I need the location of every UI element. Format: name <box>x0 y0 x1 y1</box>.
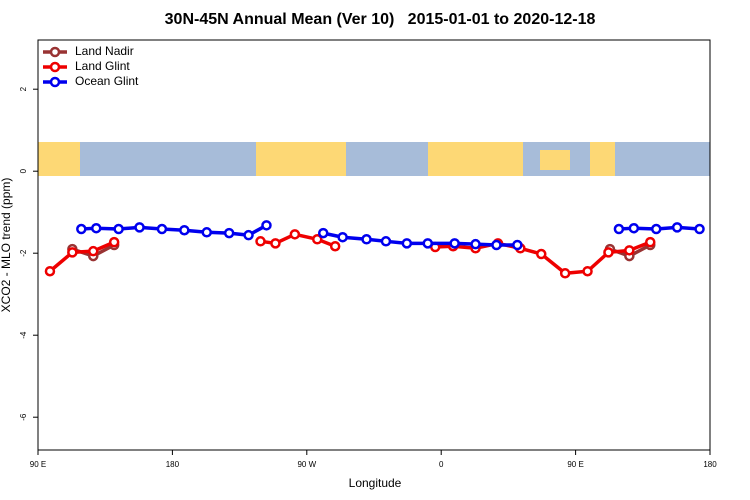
x-tick-label: 90 E <box>567 460 583 469</box>
point <box>422 238 434 249</box>
y-axis-label: XCO2 - MLO trend (ppm) <box>0 178 13 313</box>
legend-marker <box>49 61 61 73</box>
point <box>317 227 329 239</box>
x-tick-label: 90 W <box>297 460 316 469</box>
point <box>108 236 120 248</box>
point <box>179 224 190 236</box>
y-tick-label: 0 <box>19 168 28 173</box>
series-line <box>48 232 651 276</box>
legend-label: Ocean Glint <box>75 74 139 88</box>
x-tick-label: 180 <box>703 460 717 469</box>
point <box>223 227 235 239</box>
point <box>270 238 281 249</box>
point <box>512 239 523 251</box>
point <box>312 234 323 245</box>
x-tick-label: 0 <box>439 460 444 469</box>
point <box>329 240 341 252</box>
point <box>380 236 392 247</box>
map-band <box>38 142 710 176</box>
point <box>559 268 571 279</box>
legend-marker <box>49 76 61 88</box>
legend-marker <box>49 46 61 58</box>
point <box>401 238 413 249</box>
point <box>645 236 656 248</box>
point <box>650 223 662 235</box>
legend-label: Land Nadir <box>75 44 134 58</box>
point <box>88 245 99 257</box>
point <box>243 229 254 241</box>
y-tick-label: -6 <box>19 413 28 421</box>
point <box>76 223 87 235</box>
point <box>361 234 372 245</box>
point <box>156 223 168 235</box>
point <box>671 222 683 233</box>
point <box>694 223 705 235</box>
y-tick-label: -4 <box>19 331 28 339</box>
x-tick-label: 180 <box>166 460 180 469</box>
point <box>44 265 56 277</box>
legend-label: Land Glint <box>75 59 130 73</box>
point <box>67 247 78 258</box>
point <box>449 238 460 249</box>
y-tick-label: 2 <box>19 86 28 91</box>
chart-title: 30N-45N Annual Mean (Ver 10) 2015-01-01 … <box>165 11 596 28</box>
point <box>289 229 301 240</box>
point <box>491 239 502 251</box>
point <box>582 265 593 277</box>
point <box>90 222 102 234</box>
point <box>470 238 481 250</box>
point <box>134 222 145 233</box>
x-tick-label: 90 E <box>30 460 46 469</box>
series-line <box>71 243 652 258</box>
point <box>628 222 640 234</box>
point <box>255 236 266 247</box>
point <box>603 247 614 258</box>
point <box>624 245 635 256</box>
point <box>261 220 272 231</box>
y-tick-label: -2 <box>19 249 28 257</box>
point <box>536 248 547 260</box>
point <box>337 231 348 243</box>
x-axis-label: Longitude <box>349 476 402 490</box>
plot-frame <box>37 39 711 451</box>
point <box>113 223 124 235</box>
point <box>201 227 212 238</box>
point <box>613 223 625 235</box>
